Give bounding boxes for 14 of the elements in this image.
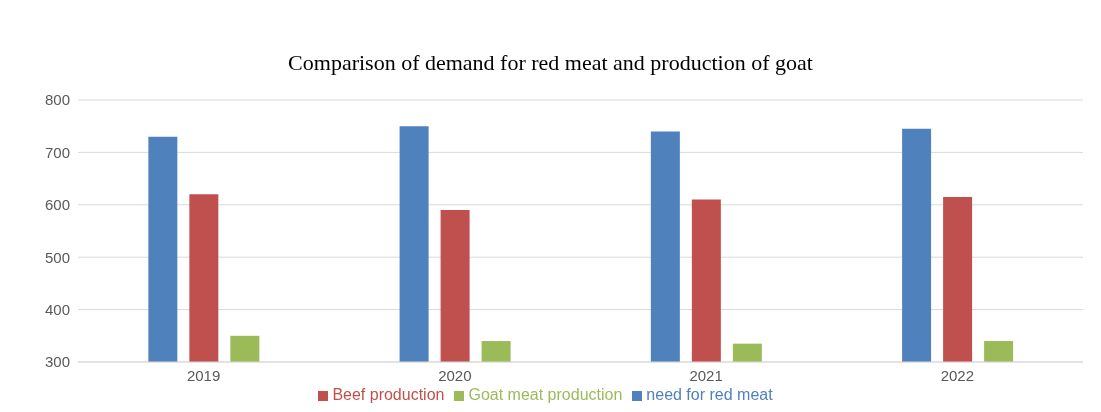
legend-label: need for red meat bbox=[646, 386, 773, 403]
y-tick-label: 400 bbox=[44, 300, 70, 318]
legend-label: Beef production bbox=[332, 386, 445, 403]
y-tick-label: 500 bbox=[44, 248, 70, 266]
chart-title: Comparison of demand for red meat and production of goat bbox=[287, 49, 814, 77]
y-tick-label: 800 bbox=[44, 91, 70, 109]
x-tick-label: 2020 bbox=[438, 366, 472, 384]
x-tick-label: 2022 bbox=[940, 366, 975, 384]
y-tick-label: 600 bbox=[44, 196, 70, 214]
y-tick-label: 700 bbox=[44, 143, 70, 161]
y-tick-label: 300 bbox=[44, 353, 70, 371]
x-tick-label: 2021 bbox=[689, 366, 723, 384]
legend-label: Goat meat production bbox=[468, 386, 623, 403]
x-tick-label: 2019 bbox=[186, 366, 221, 384]
